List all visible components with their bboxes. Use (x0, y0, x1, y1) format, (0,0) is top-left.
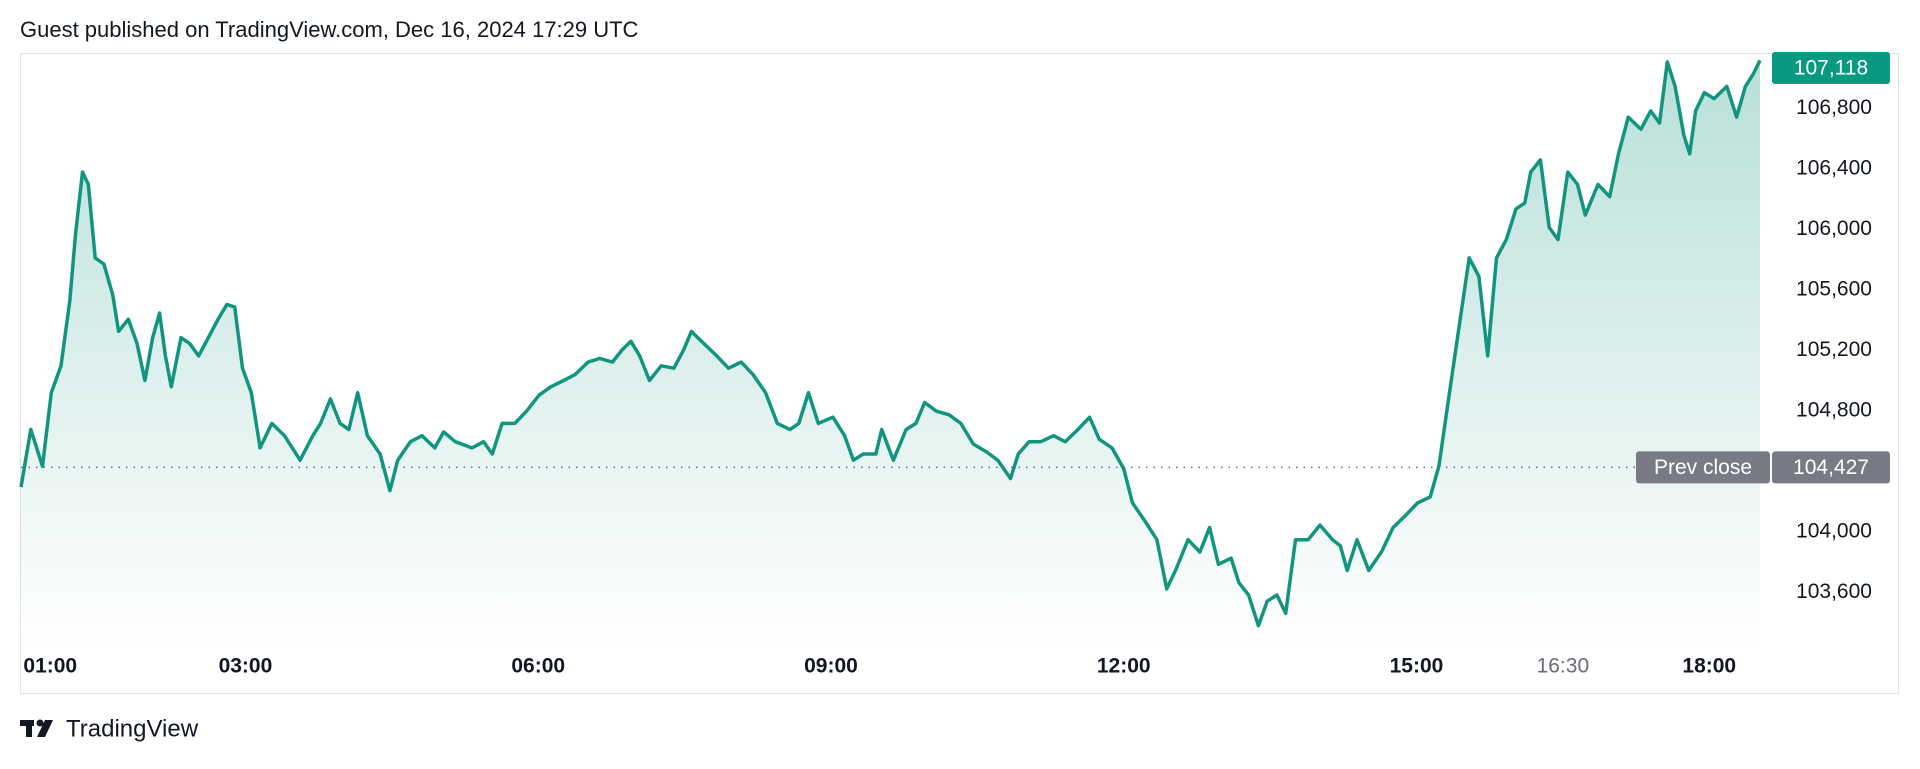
y-tick-label: 106,800 (1796, 96, 1872, 119)
y-tick-label: 105,600 (1796, 278, 1872, 301)
x-tick-label: 12:00 (1097, 655, 1151, 678)
prev-close-tag (1636, 451, 1770, 484)
prev-close-price: 104,427 (1793, 456, 1869, 479)
x-tick-label: 06:00 (511, 655, 565, 678)
y-tick-label: 106,000 (1796, 217, 1872, 240)
y-tick-label: 106,400 (1796, 157, 1872, 180)
x-tick-label: 03:00 (219, 655, 273, 678)
y-tick-label: 103,600 (1796, 580, 1872, 603)
x-tick-label: 01:00 (23, 655, 77, 678)
y-tick-label: 104,000 (1796, 520, 1872, 543)
y-tick-label: 104,800 (1796, 399, 1872, 422)
last-price: 107,118 (1794, 57, 1868, 80)
prev-close-text: Prev close (1654, 456, 1752, 479)
x-tick-label: 16:30 (1537, 655, 1590, 678)
title: Guest published on TradingView.com, Dec … (20, 17, 639, 42)
x-tick-label: 09:00 (804, 655, 858, 678)
x-tick-label: 18:00 (1682, 655, 1736, 678)
logo (20, 719, 53, 737)
prev-close-price-tag (1772, 451, 1890, 484)
x-tick-label: 15:00 (1390, 655, 1444, 678)
area (21, 60, 1760, 647)
price-line (19, 59, 1762, 628)
brand: TradingView (66, 715, 199, 742)
last-price-tag (1772, 52, 1890, 84)
y-tick-label: 105,200 (1796, 338, 1872, 361)
frame (20, 53, 1899, 694)
